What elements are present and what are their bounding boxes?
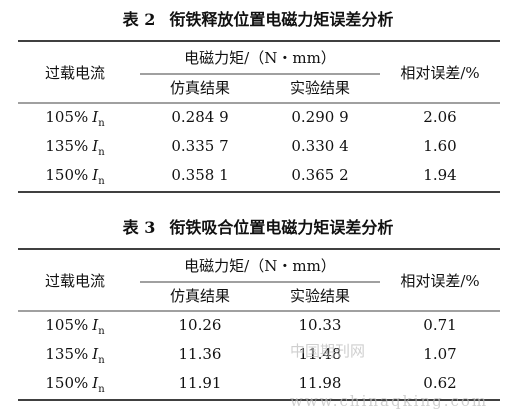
table-cell: 11.36: [179, 345, 222, 363]
row-label-subscript: n: [98, 147, 105, 158]
table-cell: 0.62: [423, 374, 456, 392]
row-label-value: 135%: [45, 137, 88, 155]
table-caption: 衔铁释放位置电磁力矩误差分析: [169, 10, 393, 29]
table-caption: 衔铁吸合位置电磁力矩误差分析: [169, 218, 393, 237]
table-cell: 0.365 2: [291, 166, 348, 184]
table-cell: 0.358 1: [171, 166, 228, 184]
table-cell: 10.26: [179, 316, 222, 334]
header-cell: 仿真结果: [170, 287, 230, 305]
header-cell: 相对误差/%: [400, 272, 479, 290]
table-title: 表 3 衔铁吸合位置电磁力矩误差分析: [122, 218, 394, 237]
row-label: 150% In: [45, 374, 105, 395]
row-label-value: 105%: [45, 108, 88, 126]
row-label-value: 105%: [45, 316, 88, 334]
table-label: 表 3: [122, 218, 156, 237]
header-cell: 过载电流: [45, 64, 105, 82]
table-cell: 0.335 7: [171, 137, 228, 155]
watermark-url: www.chinaqking.com: [290, 392, 488, 410]
header-cell: 实验结果: [290, 287, 350, 305]
row-label-value: 150%: [45, 374, 88, 392]
row-label-subscript: n: [98, 118, 105, 129]
row-label: 105% In: [45, 316, 105, 337]
table-cell: 1.07: [423, 345, 456, 363]
row-label-subscript: n: [98, 326, 105, 337]
row-label: 105% In: [45, 108, 105, 129]
row-label-value: 150%: [45, 166, 88, 184]
row-label: 135% In: [45, 137, 105, 158]
row-label-value: 135%: [45, 345, 88, 363]
table-cell: 11.91: [179, 374, 222, 392]
table-title: 表 2 衔铁释放位置电磁力矩误差分析: [122, 10, 394, 29]
table-cell: 10.33: [299, 316, 342, 334]
row-label-subscript: n: [98, 384, 105, 395]
table-cell: 0.330 4: [291, 137, 348, 155]
row-label-symbol: I: [91, 166, 99, 184]
header-cell: 相对误差/%: [400, 64, 479, 82]
table-cell: 0.71: [423, 316, 456, 334]
watermark-name: 中国期刊网: [290, 342, 365, 360]
row-label: 150% In: [45, 166, 105, 187]
row-label-symbol: I: [91, 108, 99, 126]
table-cell: 0.290 9: [291, 108, 348, 126]
header-cell: 过载电流: [45, 272, 105, 290]
table-cell: 11.98: [299, 374, 342, 392]
table-cell: 0.284 9: [171, 108, 228, 126]
row-label-symbol: I: [91, 345, 99, 363]
row-label: 135% In: [45, 345, 105, 366]
row-label-symbol: I: [91, 137, 99, 155]
table-label: 表 2: [122, 10, 156, 29]
header-cell: 电磁力矩/（N・mm）: [184, 49, 336, 67]
table-cell: 11.48: [299, 345, 342, 363]
row-label-subscript: n: [98, 176, 105, 187]
row-label-symbol: I: [91, 316, 99, 334]
table-cell: 2.06: [423, 108, 456, 126]
row-label-symbol: I: [91, 374, 99, 392]
header-cell: 仿真结果: [170, 79, 230, 97]
header-cell: 电磁力矩/（N・mm）: [184, 257, 336, 275]
table-cell: 1.60: [423, 137, 456, 155]
row-label-subscript: n: [98, 355, 105, 366]
header-cell: 实验结果: [290, 79, 350, 97]
table-cell: 1.94: [423, 166, 456, 184]
